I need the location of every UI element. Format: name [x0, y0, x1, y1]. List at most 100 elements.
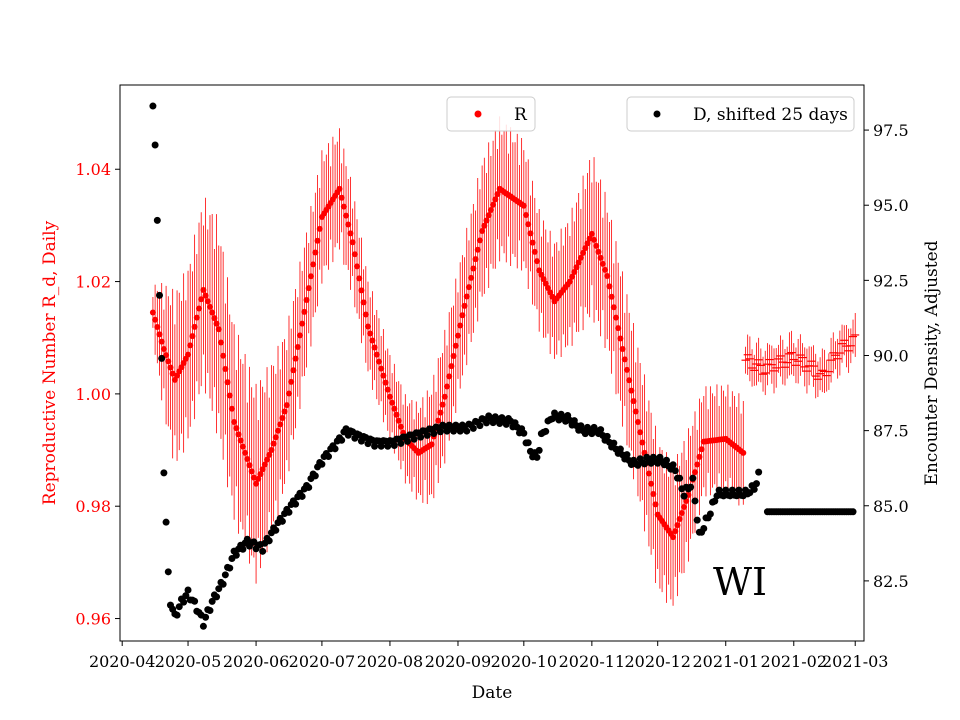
- d-point: [219, 580, 227, 588]
- x-tick-label: 2020-10: [491, 652, 557, 671]
- r-point: [397, 423, 404, 430]
- d-point: [700, 524, 708, 532]
- r-point: [597, 254, 604, 261]
- legend-d-label: D, shifted 25 days: [693, 105, 848, 125]
- d-point: [202, 613, 210, 621]
- r-point: [672, 528, 679, 535]
- r-point: [160, 345, 167, 352]
- r-point: [283, 402, 290, 409]
- d-point: [162, 518, 170, 526]
- d-point: [184, 586, 192, 594]
- r-point: [588, 230, 595, 237]
- d-point: [417, 433, 425, 441]
- r-point: [156, 331, 163, 338]
- r-point: [479, 228, 486, 235]
- r-point: [213, 320, 220, 327]
- d-point: [750, 485, 758, 493]
- d-point: [443, 427, 451, 435]
- d-point: [533, 453, 541, 461]
- r-point: [577, 254, 584, 261]
- r-point: [626, 377, 633, 384]
- d-point: [305, 483, 313, 491]
- r-point: [389, 399, 396, 406]
- r-point: [615, 325, 622, 332]
- r-series: [149, 185, 860, 541]
- r-point: [336, 185, 343, 192]
- d-point: [298, 492, 306, 500]
- r-point: [608, 293, 615, 300]
- r-point: [217, 339, 224, 346]
- r-point: [167, 364, 174, 371]
- d-point: [149, 102, 157, 110]
- r-point: [395, 417, 402, 424]
- d-point: [476, 422, 484, 430]
- r-point: [582, 245, 589, 252]
- r-point: [215, 326, 222, 333]
- left-y-axis-label: Reproductive Number R_d, Daily: [40, 220, 60, 505]
- r-point: [391, 405, 398, 412]
- d-point: [215, 585, 223, 593]
- d-point: [175, 603, 183, 611]
- r-point: [523, 211, 530, 218]
- d-point: [463, 427, 471, 435]
- r-point: [444, 383, 451, 390]
- d-point: [384, 442, 392, 450]
- plot-frame: [119, 84, 865, 642]
- r-point: [360, 299, 367, 306]
- r-point: [270, 440, 277, 447]
- d-point: [456, 427, 464, 435]
- r-point: [185, 351, 192, 358]
- right-y-tick-label: 87.5: [873, 422, 909, 441]
- r-point: [448, 363, 455, 370]
- r-point: [619, 345, 626, 352]
- x-tick-label: 2020-04: [89, 652, 155, 671]
- r-point: [492, 196, 499, 203]
- r-point: [380, 372, 387, 379]
- r-point: [310, 261, 317, 268]
- r-point: [674, 522, 681, 529]
- x-axis-label: Date: [472, 683, 513, 703]
- r-point: [299, 320, 306, 327]
- r-point: [272, 434, 279, 441]
- r-point: [266, 451, 273, 458]
- r-point: [481, 222, 488, 229]
- r-point: [468, 274, 475, 281]
- r-point: [696, 453, 703, 460]
- x-tick-label: 2020-12: [624, 652, 690, 671]
- r-point: [676, 516, 683, 523]
- r-point: [244, 456, 251, 463]
- d-point: [213, 593, 221, 601]
- d-point: [232, 551, 240, 559]
- legend-r-marker: [474, 110, 482, 118]
- r-point: [365, 323, 371, 330]
- d-point: [173, 611, 181, 619]
- d-point: [239, 545, 247, 553]
- r-point: [312, 249, 319, 256]
- r-point: [487, 206, 494, 213]
- r-point: [158, 338, 165, 345]
- r-point: [573, 264, 580, 271]
- d-point: [371, 442, 379, 450]
- r-point: [316, 225, 323, 232]
- r-point: [281, 408, 288, 415]
- x-tick-label: 2020-08: [357, 652, 423, 671]
- d-point: [662, 456, 670, 464]
- r-point: [698, 446, 705, 453]
- r-point: [259, 466, 266, 473]
- d-point: [331, 445, 339, 453]
- d-point: [226, 564, 234, 572]
- right-y-tick-label: 90.0: [873, 346, 909, 365]
- r-point: [354, 263, 361, 270]
- legend-d-marker: [653, 110, 661, 118]
- r-point: [595, 248, 602, 255]
- r-point: [681, 504, 688, 511]
- d-point: [311, 472, 319, 480]
- x-tick-label: 2020-05: [155, 652, 221, 671]
- d-series: [149, 102, 857, 630]
- r-point: [485, 212, 492, 219]
- d-point: [430, 430, 438, 438]
- d-point: [597, 426, 605, 434]
- d-point: [676, 474, 684, 482]
- r-point: [632, 408, 639, 415]
- d-point: [691, 497, 699, 505]
